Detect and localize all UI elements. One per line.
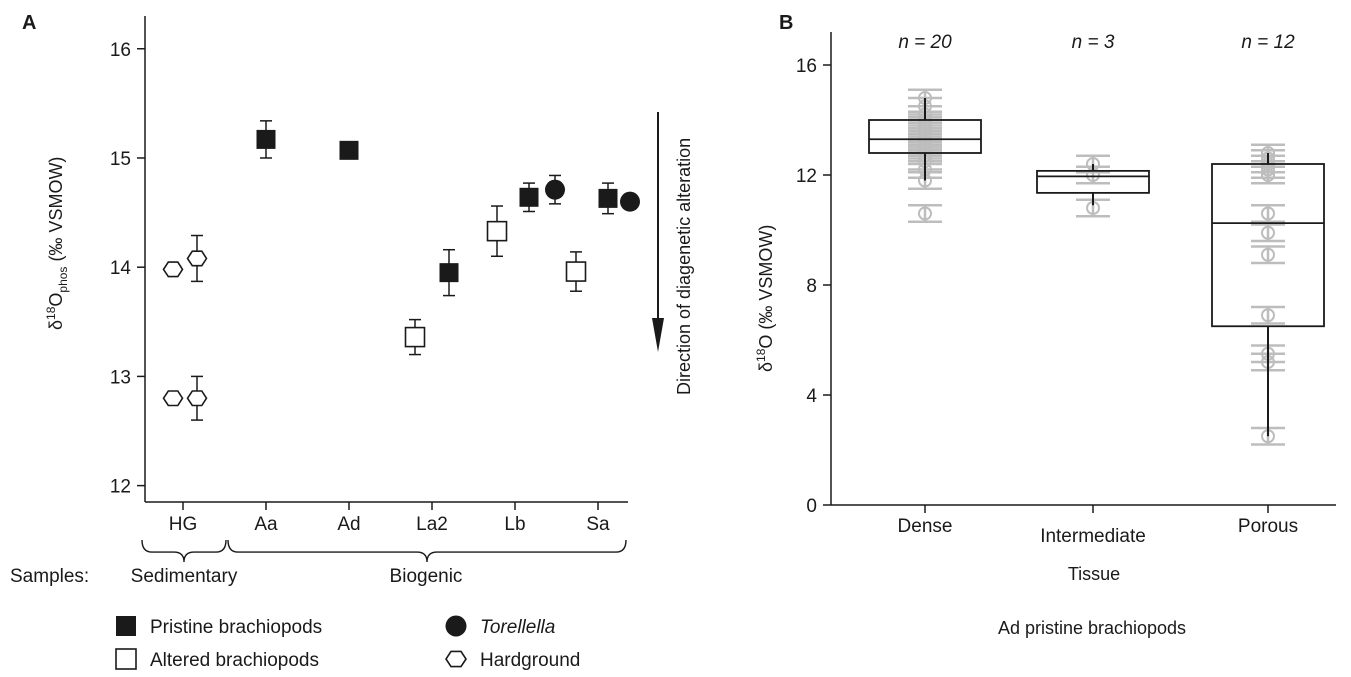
panel-b-boxes [868, 98, 1325, 437]
panel-b-x-tick-label: Intermediate [1040, 526, 1146, 547]
panel-b-y-tick-label: 4 [806, 386, 817, 407]
panel-a-x-tick-label: La2 [416, 514, 448, 535]
box-iqr [1211, 163, 1325, 328]
pristine-brachiopods-point [519, 187, 539, 207]
panel-b-x-tick-label: Porous [1238, 516, 1298, 537]
box-intermediate [1036, 164, 1150, 206]
panel-a-y-tick-label: 16 [110, 40, 131, 61]
panel-b-y-tick-label: 12 [796, 166, 817, 187]
panel-a-x-tick-label: Ad [337, 514, 360, 535]
legend-torellella-label: Torellella [480, 617, 555, 638]
altered-brachiopods-point [486, 220, 508, 242]
panel-a-y-ticks: 12 13 14 15 16 [110, 40, 145, 498]
tissue-point [1251, 204, 1285, 223]
panel-a-points [162, 120, 640, 421]
panel-b-x-title: Tissue [1068, 564, 1120, 584]
panel-a-x-tick-label: Aa [254, 514, 278, 535]
panel-b-y-tick-label: 8 [806, 276, 817, 297]
panel-a-y-tick-label: 12 [110, 477, 131, 498]
hardground-point [162, 261, 184, 278]
pristine-brachiopods-point [439, 263, 459, 283]
alteration-arrow [652, 112, 664, 352]
n-label: n = 12 [1241, 32, 1295, 53]
tissue-point [1251, 245, 1285, 265]
torellella-point [545, 179, 565, 200]
n-label: n = 3 [1072, 32, 1115, 53]
tissue-point-marker [1261, 206, 1275, 221]
panel-a: A 12 13 14 15 16 HG Aa Ad La2 Lb Sa δ18Ophos (‰ V… [10, 12, 694, 671]
tissue-point [1251, 305, 1285, 325]
legend-pristine-brachiopods: Pristine brachiopods [116, 616, 322, 638]
tissue-point-marker [918, 206, 932, 221]
panel-b-y-ticks: 0 4 8 12 16 [796, 56, 831, 517]
pristine-brachiopods-point [598, 188, 618, 208]
panel-a-x-ticks: HG Aa Ad La2 Lb Sa [169, 502, 610, 535]
panel-a-y-tick-label: 15 [110, 149, 131, 170]
group-brace [227, 539, 627, 563]
panel-a-groups: Sedimentary Biogenic [131, 539, 627, 587]
panel-a-label: A [22, 12, 36, 34]
panel-b-y-title: δ18O (‰ VSMOW) [754, 225, 776, 372]
box-dense [868, 98, 982, 181]
hardground-point [162, 390, 184, 407]
panel-b-n-labels: n = 20 n = 3 n = 12 [898, 32, 1295, 53]
tissue-point [1251, 223, 1285, 243]
hardground-point [186, 390, 208, 407]
panel-a-y-title: δ18Ophos (‰ VSMOW) [44, 157, 70, 330]
panel-a-x-tick-label: Sa [586, 514, 610, 535]
pristine-brachiopods-point [339, 140, 359, 160]
panel-a-x-tick-label: Lb [504, 514, 525, 535]
pristine-brachiopods-point [256, 129, 276, 149]
tissue-point-marker [1261, 225, 1275, 240]
panel-b-x-ticks: Dense Intermediate Porous [898, 505, 1298, 547]
hardground-point [186, 250, 208, 267]
panel-b-x-tick-label: Dense [898, 516, 953, 537]
panel-a-y-tick-label: 13 [110, 367, 131, 388]
panel-a-y-tick-label: 14 [110, 258, 132, 279]
n-label: n = 20 [898, 32, 952, 53]
box-porous [1211, 153, 1325, 437]
legend-hardground: Hardground [445, 650, 580, 671]
legend-altered-brachiopods-label: Altered brachiopods [150, 650, 319, 671]
tissue-point [908, 204, 942, 223]
box-iqr [1036, 169, 1150, 194]
tissue-point [1076, 154, 1110, 174]
samples-prefix: Samples: [10, 566, 89, 587]
legend-pristine-brachiopods-swatch [116, 616, 136, 636]
legend-altered-brachiopods-swatch [115, 648, 137, 670]
panel-b-y-tick-label: 0 [806, 496, 817, 517]
group-label: Biogenic [390, 566, 463, 587]
panel-a-legend: Pristine brachiopods Torellella Altered br… [115, 615, 580, 671]
legend-torellella-swatch [445, 615, 467, 637]
legend-hardground-label: Hardground [480, 650, 580, 671]
tissue-point-marker [1261, 247, 1275, 262]
panel-b-label: B [779, 12, 793, 34]
alteration-annotation: Direction of diagenetic alteration [674, 138, 694, 395]
group-label: Sedimentary [131, 566, 238, 587]
panel-b: B 0 4 8 12 16 Dense Intermediate Porous δ18O (… [754, 12, 1336, 638]
torellella-point [620, 191, 640, 212]
altered-brachiopods-point [565, 261, 587, 282]
legend-altered-brachiopods: Altered brachiopods [115, 648, 319, 671]
legend-hardground-swatch [445, 650, 467, 668]
legend-torellella: Torellella [445, 615, 555, 638]
altered-brachiopods-point [404, 326, 426, 348]
box-iqr [868, 119, 982, 154]
legend-pristine-brachiopods-label: Pristine brachiopods [150, 617, 322, 638]
group-brace [141, 539, 227, 563]
panel-a-x-tick-label: HG [169, 514, 198, 535]
panel-b-y-tick-label: 16 [796, 56, 817, 77]
panel-b-points [908, 88, 1285, 446]
tissue-point-marker [1261, 308, 1275, 323]
panel-b-caption: Ad pristine brachiopods [998, 618, 1186, 638]
